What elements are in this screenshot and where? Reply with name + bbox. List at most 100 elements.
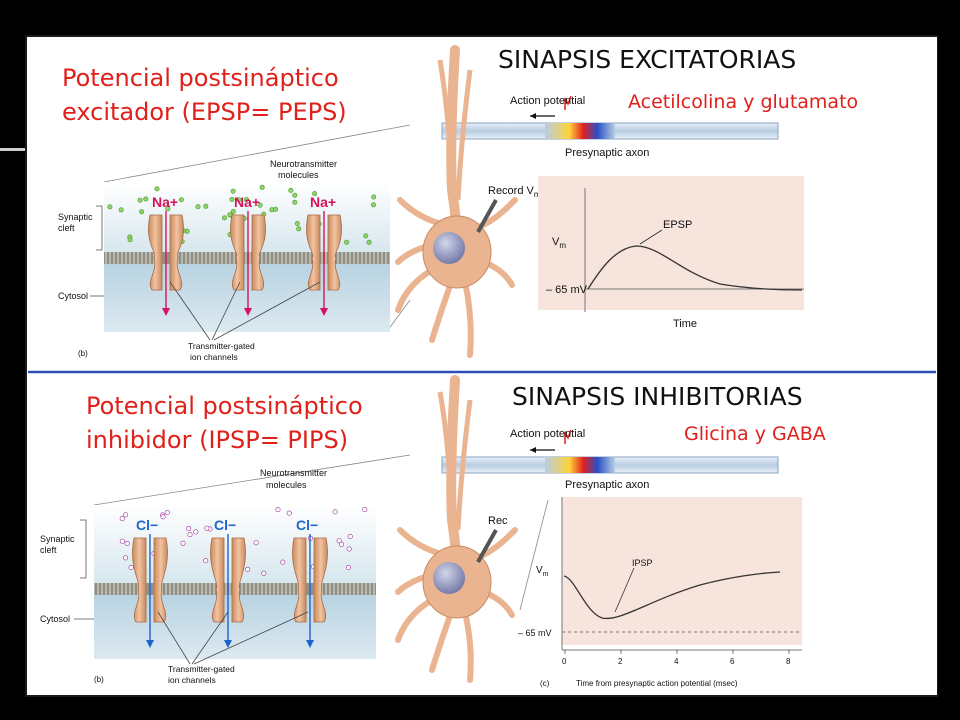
- membrane: [104, 252, 390, 264]
- molecule-dot: [346, 546, 352, 552]
- molecule-dot: [253, 540, 259, 546]
- ipsp-peak-label: IPSP: [632, 558, 653, 568]
- inhibitory-heading: SINAPSIS INHIBITORIAS: [512, 382, 803, 411]
- channel-leaders: [169, 281, 321, 341]
- tick-label: 8: [786, 657, 791, 666]
- action-potential-label: Action potential: [510, 95, 585, 107]
- epsp-peak-label: EPSP: [663, 219, 692, 231]
- presynaptic-axon-label: Presynaptic axon: [565, 147, 649, 159]
- molecule-dot: [203, 558, 209, 564]
- ion-channel: Cl−: [292, 517, 328, 648]
- nucleus: [433, 232, 465, 264]
- molecule-dot: [366, 239, 372, 245]
- ion-label: Na+: [152, 194, 178, 210]
- recording-electrode: [476, 199, 498, 233]
- ipsp-title-line2: inhibidor (IPSP= PIPS): [86, 426, 348, 454]
- synaptic-cleft-label-1: Synaptic: [40, 534, 75, 544]
- neurotransmitter-label-1: Neurotransmitter: [270, 159, 337, 169]
- molecule-dot: [371, 194, 377, 200]
- arrow-head-icon: [146, 640, 154, 648]
- action-potential-label: Action potential: [510, 428, 585, 440]
- zoom-line: [387, 299, 411, 331]
- ion-channel: Na+: [306, 194, 342, 316]
- ion-label: Cl−: [136, 517, 158, 533]
- cytosol-label: Cytosol: [58, 291, 88, 301]
- epsp-x-label: Time: [673, 318, 697, 330]
- panel-letter-b: (b): [94, 675, 104, 684]
- molecule-dot: [370, 202, 376, 208]
- molecule-dot: [362, 506, 368, 512]
- cytosol-label: Cytosol: [40, 614, 70, 624]
- molecule-dot: [296, 226, 302, 232]
- synaptic-cleft-label-1: Synaptic: [58, 212, 93, 222]
- record-label: Rec: [488, 515, 508, 527]
- epsp-baseline-label: – 65 mV: [546, 284, 588, 296]
- action-potential-wave: [545, 457, 615, 473]
- arrow-head-icon: [306, 640, 314, 648]
- molecule-dot: [294, 221, 300, 227]
- arrow-head-icon: [530, 113, 536, 119]
- zoom-line: [93, 454, 411, 506]
- neurotransmitter-label-2: molecules: [266, 480, 307, 490]
- molecule-dot: [292, 199, 298, 205]
- ipsp-x-ticks: 0 2 4 6 8: [562, 650, 791, 666]
- molecule-dot: [154, 186, 160, 192]
- arrow-head-icon: [530, 447, 536, 453]
- molecule-dot: [127, 237, 133, 243]
- right-edge: [938, 0, 960, 720]
- molecule-dot: [261, 570, 267, 576]
- epsp-title-line1: Potencial postsináptico: [62, 64, 339, 92]
- molecule-dot: [123, 555, 129, 561]
- molecule-dot: [229, 197, 235, 203]
- molecule-dot: [280, 559, 286, 565]
- molecule-dot: [203, 203, 209, 209]
- ion-channel: Cl−: [210, 517, 246, 648]
- ipsp-baseline-label: – 65 mV: [518, 628, 552, 638]
- molecule-dot: [124, 540, 130, 546]
- molecule-dot: [119, 516, 125, 522]
- recording-electrode: [476, 529, 498, 563]
- epsp-title-line2: excitador (EPSP= PEPS): [62, 98, 347, 126]
- ion-label: Cl−: [296, 517, 318, 533]
- panel-letter-b: (b): [78, 349, 88, 358]
- zoom-line: [519, 499, 549, 611]
- molecule-dot: [230, 188, 236, 194]
- molecule-dot: [312, 191, 318, 197]
- molecule-dot: [257, 202, 263, 208]
- molecule-dot: [137, 197, 143, 203]
- action-potential-spike-icon: [564, 429, 572, 444]
- ion-label: Na+: [234, 194, 260, 210]
- molecule-dot: [338, 541, 344, 547]
- tick-label: 0: [562, 657, 567, 666]
- tick-label: 6: [730, 657, 735, 666]
- ipsp-x-label: Time from presynaptic action potential (…: [576, 679, 738, 688]
- molecule-dot: [244, 197, 250, 203]
- molecule-dot: [180, 540, 186, 546]
- molecule-dot: [164, 509, 170, 515]
- channel-leaders: [157, 611, 309, 665]
- molecule-dot: [195, 204, 201, 210]
- excitatory-transmitters: Acetilcolina y glutamato: [628, 91, 858, 113]
- excitatory-synapse-diagram: Na+ Na+ Na+: [104, 182, 390, 332]
- molecule-dot: [118, 207, 124, 213]
- postsynaptic-neuron: [395, 375, 518, 683]
- synaptic-cleft-label-2: cleft: [58, 223, 75, 233]
- panel-letter-c: (c): [540, 679, 550, 688]
- molecule-dot: [344, 239, 350, 245]
- molecule-dot: [363, 233, 369, 239]
- molecule-dot: [288, 187, 294, 193]
- channels-label-2: ion channels: [168, 675, 216, 685]
- postsynaptic-neuron: [395, 45, 518, 358]
- cleft-bracket: [80, 519, 87, 579]
- arrow-head-icon: [320, 308, 328, 316]
- molecule-dot: [236, 197, 242, 203]
- molecule-dot: [273, 206, 279, 212]
- inhibitory-synapse-diagram: Cl− Cl− Cl−: [94, 505, 376, 659]
- molecule-dot: [193, 529, 199, 535]
- cleft-bracket: [96, 205, 103, 251]
- arrow-head-icon: [224, 640, 232, 648]
- record-vm-label: Record Vm: [488, 185, 541, 199]
- channels-label-1: Transmitter-gated: [168, 664, 235, 674]
- molecule-dot: [119, 538, 125, 544]
